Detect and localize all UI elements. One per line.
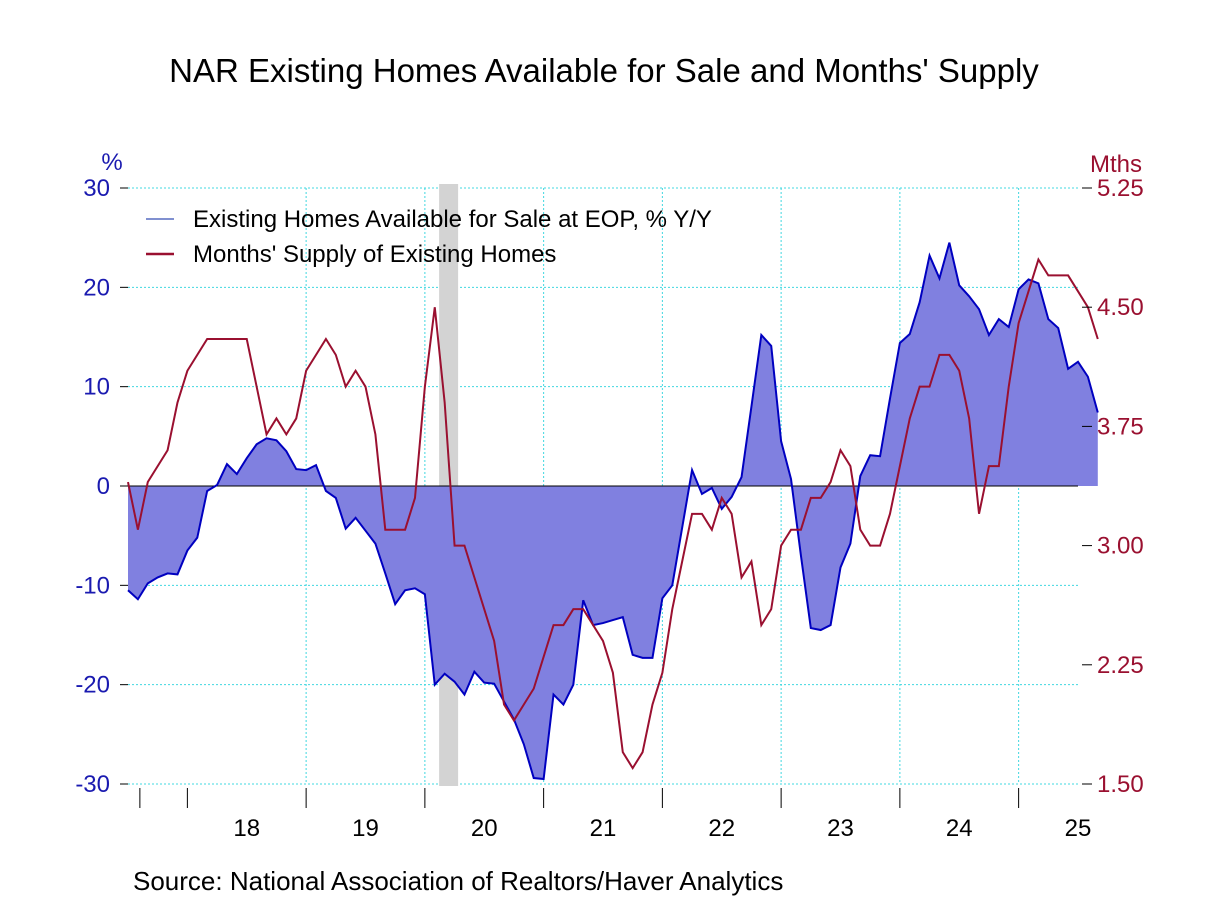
x-tick-label: 22 bbox=[708, 815, 735, 842]
inventory-area bbox=[128, 242, 1098, 780]
legend: Existing Homes Available for Sale at EOP… bbox=[146, 206, 712, 268]
right-tick-label: 4.50 bbox=[1097, 294, 1144, 321]
right-tick-label: 3.75 bbox=[1097, 413, 1144, 440]
left-tick-label: 10 bbox=[83, 374, 110, 401]
chart-source: Source: National Association of Realtors… bbox=[133, 866, 784, 896]
right-tick-label: 1.50 bbox=[1097, 771, 1144, 798]
x-tick-label: 18 bbox=[233, 815, 260, 842]
axis-layer: 30 20 10 0 -10 -20 -30 5.25 4.50 3.75 3.00 2.25 1.50… bbox=[75, 175, 1143, 842]
left-tick-label: -20 bbox=[75, 672, 110, 699]
right-axis-unit: Mths bbox=[1090, 151, 1142, 178]
x-tick-label: 23 bbox=[827, 815, 854, 842]
left-tick-label: -10 bbox=[75, 572, 110, 599]
left-tick-label: 0 bbox=[97, 473, 110, 500]
right-tick-label: 2.25 bbox=[1097, 652, 1144, 679]
chart-title: NAR Existing Homes Available for Sale an… bbox=[169, 52, 1039, 89]
x-tick-label: 19 bbox=[352, 815, 379, 842]
right-tick-label: 5.25 bbox=[1097, 175, 1144, 202]
x-tick-label: 21 bbox=[590, 815, 617, 842]
left-tick-label: 20 bbox=[83, 274, 110, 301]
x-tick-label: 24 bbox=[946, 815, 973, 842]
right-tick-label: 3.00 bbox=[1097, 533, 1144, 560]
legend-label-inventory: Existing Homes Available for Sale at EOP… bbox=[193, 206, 712, 233]
left-tick-label: -30 bbox=[75, 771, 110, 798]
months-supply-line bbox=[127, 257, 1099, 770]
legend-label-supply: Months' Supply of Existing Homes bbox=[193, 241, 556, 268]
left-tick-label: 30 bbox=[83, 175, 110, 202]
x-tick-label: 20 bbox=[471, 815, 498, 842]
left-axis-unit: % bbox=[101, 149, 122, 176]
recession-band bbox=[439, 184, 459, 786]
inventory-line bbox=[127, 242, 1099, 781]
x-tick-label: 25 bbox=[1065, 815, 1092, 842]
